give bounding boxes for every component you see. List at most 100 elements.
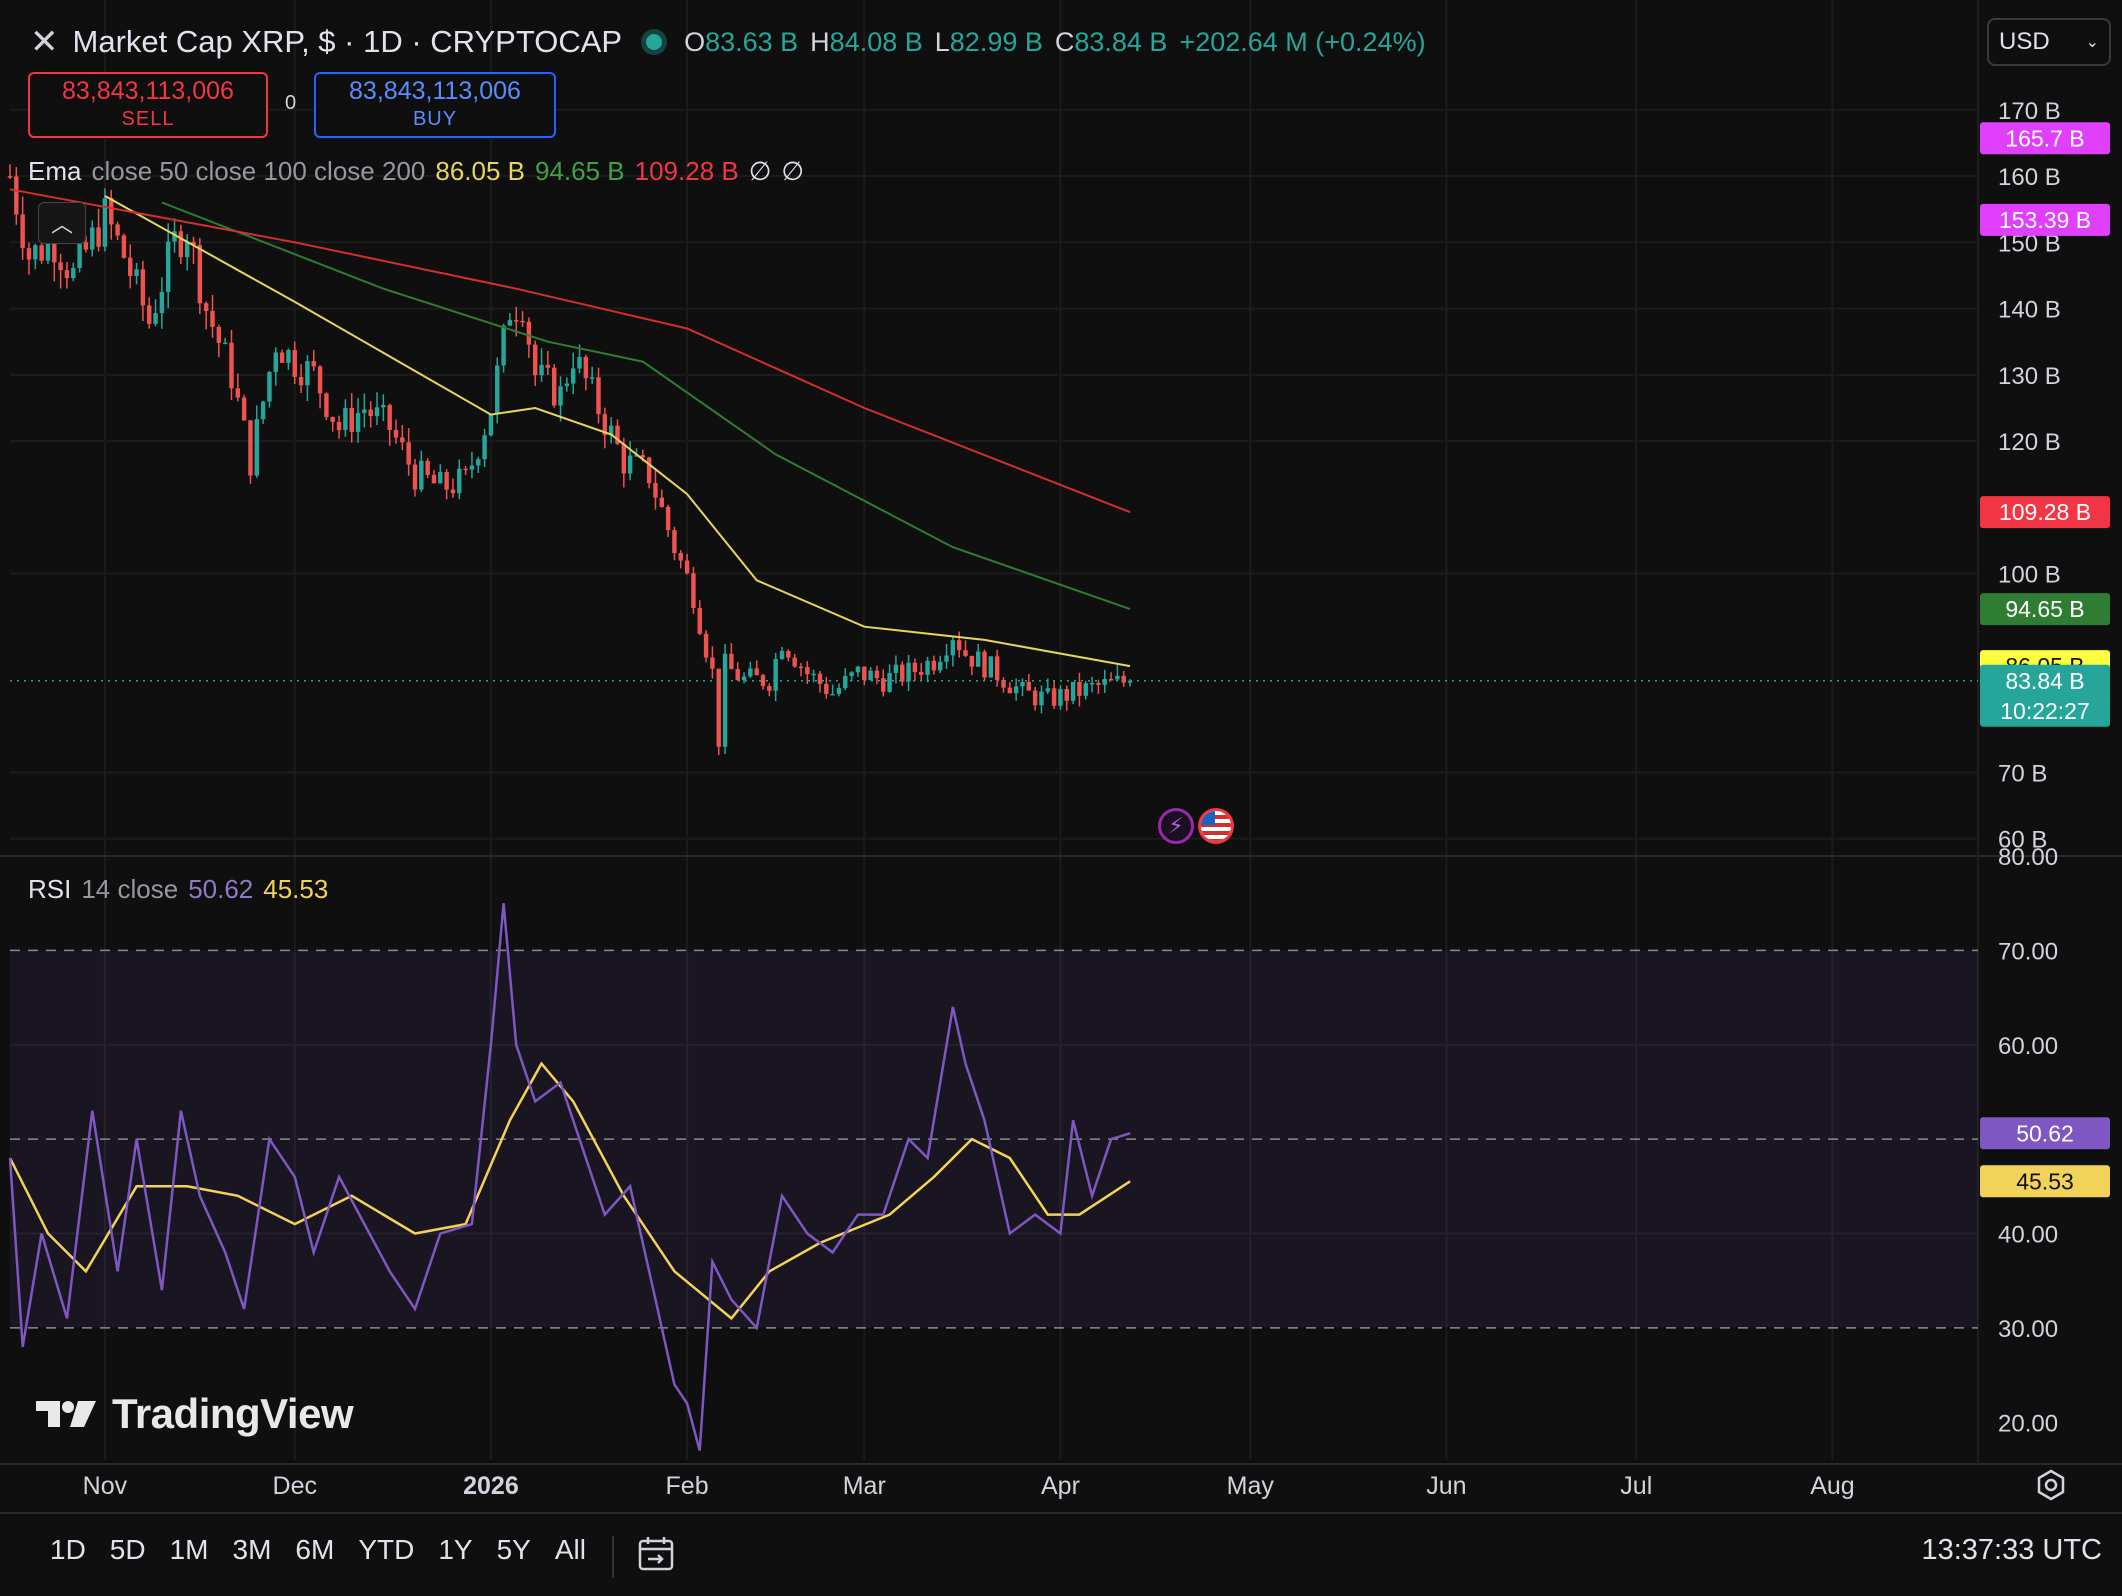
candle-body <box>1102 679 1107 685</box>
candle-body <box>267 371 272 402</box>
range-all[interactable]: All <box>554 1534 586 1565</box>
candle-body <box>387 404 392 431</box>
range-1y[interactable]: 1Y <box>438 1534 473 1565</box>
candle-body <box>241 397 247 421</box>
candle-body <box>336 421 342 431</box>
y-tick-label: 70 B <box>1998 760 2047 787</box>
candle-body <box>305 361 310 386</box>
candle-body <box>577 356 582 369</box>
candle-body <box>355 412 361 432</box>
candle-body <box>678 553 683 561</box>
sell-label: SELL <box>121 108 175 130</box>
candle-body <box>229 342 234 389</box>
candle-body <box>254 419 260 476</box>
range-5d[interactable]: 5D <box>109 1534 146 1565</box>
ema-legend[interactable]: Ema close 50 close 100 close 200 86.05 B… <box>28 156 804 187</box>
candle-body <box>368 409 373 417</box>
lightning-icon[interactable]: ⚡ <box>1158 808 1194 844</box>
candle-body <box>109 198 114 225</box>
candle-body <box>191 241 196 246</box>
us-flag-icon[interactable] <box>1198 808 1234 844</box>
candle-body <box>703 633 709 658</box>
range-1d[interactable]: 1D <box>50 1534 86 1565</box>
candle-body <box>836 688 842 694</box>
close-label: C <box>1054 26 1075 57</box>
y-tick-label: 120 B <box>1998 429 2061 456</box>
chevron-up-icon: ︿ <box>50 212 73 237</box>
candle-body <box>754 668 759 676</box>
candle-body <box>843 676 848 689</box>
rsi-lines <box>8 903 1131 1451</box>
candle-body <box>672 530 677 554</box>
candle-body <box>937 661 943 671</box>
candle-body <box>919 671 924 675</box>
x-tick-label: Jun <box>1426 1472 1466 1500</box>
candle-body <box>988 656 994 678</box>
candle-body <box>165 241 171 292</box>
candle-body <box>653 483 658 498</box>
close-icon[interactable]: ✕ <box>30 23 59 61</box>
x-tick-label: Feb <box>666 1472 709 1500</box>
candle-body <box>881 678 886 692</box>
range-ytd[interactable]: YTD <box>358 1534 415 1565</box>
price-badge <box>1980 122 2110 155</box>
candle-body <box>463 468 468 471</box>
candle-body <box>956 640 962 651</box>
high-value: 84.08 B <box>829 26 923 57</box>
x-tick-label: 2026 <box>463 1472 519 1500</box>
candle-body <box>178 231 184 258</box>
candle-body <box>533 344 538 376</box>
candle-body <box>330 417 335 422</box>
range-3m[interactable]: 3M <box>232 1534 272 1565</box>
buy-button[interactable]: 83,843,113,006 BUY <box>314 72 556 138</box>
candle-body <box>317 366 323 394</box>
candle-body <box>1045 688 1051 692</box>
price-badge-text: 94.65 B <box>2005 596 2084 622</box>
calendar-goto-icon[interactable] <box>636 1534 676 1579</box>
candle-body <box>602 414 608 436</box>
range-6m[interactable]: 6M <box>295 1534 335 1565</box>
sell-button[interactable]: 83,843,113,006 SELL <box>28 72 268 138</box>
settings-gear-icon[interactable] <box>2034 1468 2068 1507</box>
candle-body <box>760 675 766 687</box>
y-tick-label: 130 B <box>1998 363 2061 390</box>
high-label: H <box>810 26 830 57</box>
symbol-title[interactable]: Market Cap XRP, $ · 1D · CRYPTOCAP <box>72 24 623 59</box>
candle-body <box>539 364 544 376</box>
candle-body <box>982 651 987 678</box>
candle-body <box>691 573 696 609</box>
currency-select[interactable]: USD ⌄ <box>1987 18 2111 66</box>
price-badge-text: 109.28 B <box>1999 499 2091 525</box>
symbol-header: ✕ Market Cap XRP, $ · 1D · CRYPTOCAP O83… <box>30 18 1426 66</box>
candle-body <box>469 465 475 470</box>
bottom-toolbar: 1D 5D 1M 3M 6M YTD 1Y 5Y All 13:37:33 UTC <box>0 1512 2122 1596</box>
range-1m[interactable]: 1M <box>169 1534 209 1565</box>
candle-body <box>450 489 456 494</box>
ema50-value: 86.05 B <box>435 156 525 186</box>
candle-body <box>273 352 278 372</box>
candle-body <box>431 474 437 484</box>
candle-body <box>868 670 873 681</box>
candle-body <box>96 227 101 247</box>
candle-body <box>640 455 646 458</box>
candle-body <box>362 409 367 413</box>
clock[interactable]: 13:37:33 UTC <box>1921 1534 2102 1566</box>
candle-body <box>716 668 721 747</box>
rsi-tick-label: 80.00 <box>1998 844 2058 871</box>
candle-body <box>286 350 291 363</box>
y-tick-label: 100 B <box>1998 562 2061 589</box>
candle-body <box>589 377 595 379</box>
rsi-legend[interactable]: RSI 14 close 50.62 45.53 <box>28 874 328 905</box>
candle-body <box>159 291 165 314</box>
candle-body <box>102 198 108 247</box>
range-5y[interactable]: 5Y <box>496 1534 531 1565</box>
collapse-legend-button[interactable]: ︿ <box>38 202 86 244</box>
candle-body <box>419 460 424 490</box>
candle-body <box>311 361 316 367</box>
price-badge <box>1980 664 2110 727</box>
price-badge <box>1980 1165 2110 1198</box>
candle-body <box>659 497 664 507</box>
range-buttons: 1D 5D 1M 3M 6M YTD 1Y 5Y All <box>38 1534 598 1566</box>
candle-body <box>216 326 222 343</box>
